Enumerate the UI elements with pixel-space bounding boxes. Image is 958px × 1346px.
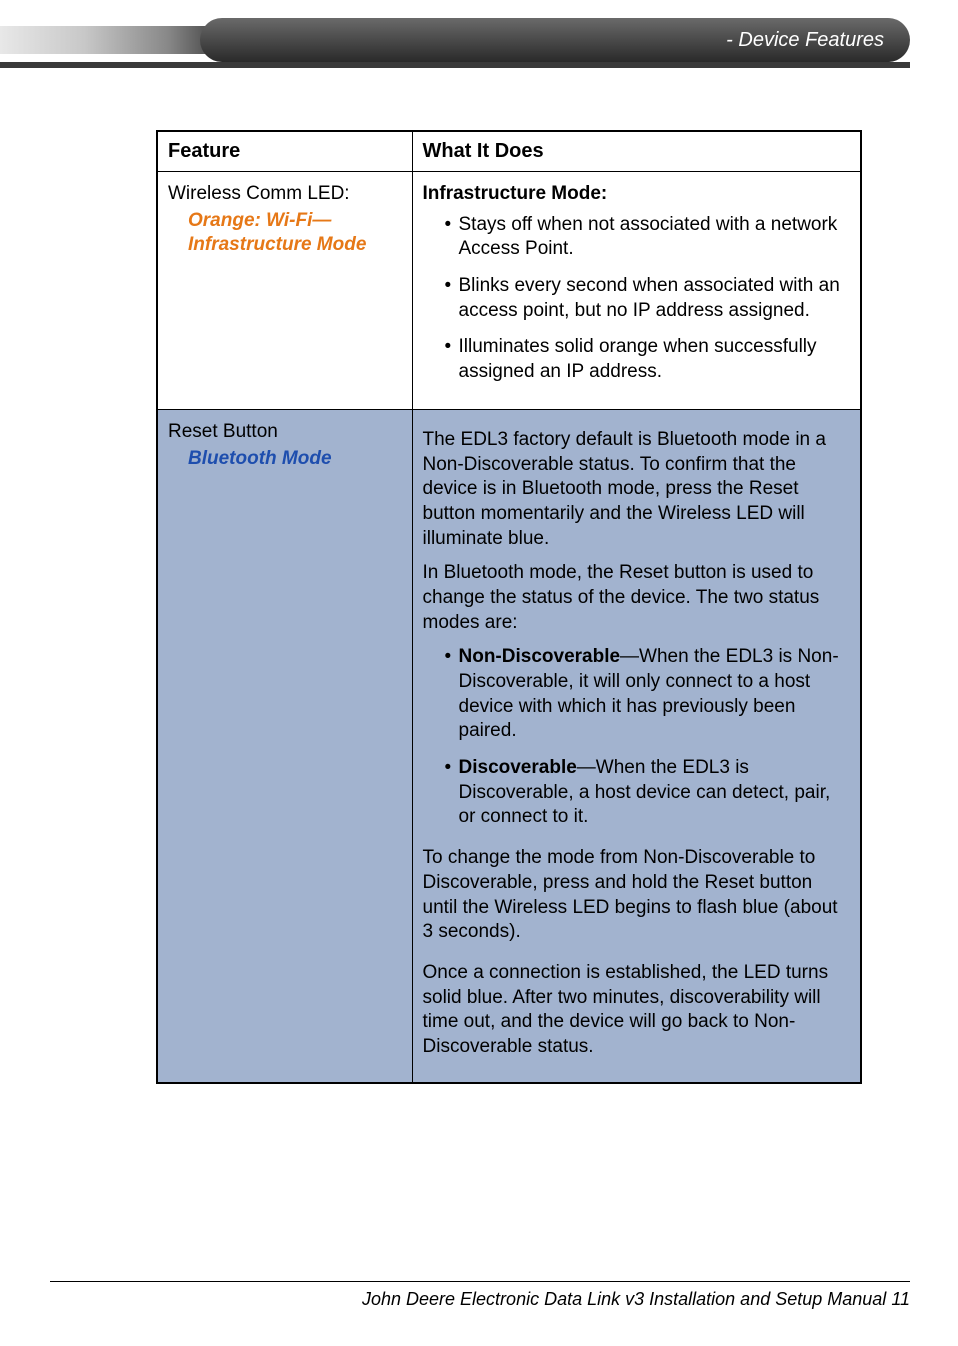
header-gradient-strip xyxy=(0,26,210,54)
feature-main-label: Wireless Comm LED: xyxy=(168,183,350,204)
page-header: - Device Features xyxy=(0,18,958,62)
feature-table: Feature What It Does Wireless Comm LED: … xyxy=(156,130,862,1084)
feature-sub-label: Orange: Wi-Fi—Infrastructure Mode xyxy=(168,209,402,258)
desc-bullet: Stays off when not associated with a net… xyxy=(445,213,851,262)
header-divider xyxy=(0,62,910,68)
desc-bullet: Illuminates solid orange when successful… xyxy=(445,335,851,384)
footer-divider xyxy=(50,1281,910,1282)
footer-doc-title: John Deere Electronic Data Link v3 Insta… xyxy=(362,1289,886,1309)
desc-paragraph: Once a connection is established, the LE… xyxy=(423,961,851,1060)
table-row: Reset Button Bluetooth Mode The EDL3 fac… xyxy=(157,409,861,1082)
header-section-pill: - Device Features xyxy=(200,18,910,62)
footer-page-number: 11 xyxy=(891,1289,910,1309)
desc-paragraph: In Bluetooth mode, the Reset button is u… xyxy=(423,561,851,635)
desc-bullet-list: Stays off when not associated with a net… xyxy=(423,213,851,385)
description-cell: The EDL3 factory default is Bluetooth mo… xyxy=(412,409,861,1082)
feature-sub-label: Bluetooth Mode xyxy=(168,447,402,472)
description-cell: Infrastructure Mode: Stays off when not … xyxy=(412,172,861,410)
table-header-row: Feature What It Does xyxy=(157,131,861,172)
feature-main-label: Reset Button xyxy=(168,421,278,442)
table-row: Wireless Comm LED: Orange: Wi-Fi—Infrast… xyxy=(157,172,861,410)
col-header-desc: What It Does xyxy=(412,131,861,172)
desc-bullet: Blinks every second when associated with… xyxy=(445,274,851,323)
content-area: Feature What It Does Wireless Comm LED: … xyxy=(156,130,862,1084)
feature-cell: Reset Button Bluetooth Mode xyxy=(157,409,412,1082)
desc-paragraph: To change the mode from Non-Discoverable… xyxy=(423,846,851,945)
desc-paragraph: The EDL3 factory default is Bluetooth mo… xyxy=(423,428,851,551)
header-section-title: - Device Features xyxy=(726,29,884,52)
desc-bullet: Discoverable—When the EDL3 is Discoverab… xyxy=(445,756,851,830)
desc-bullet: Non-Discoverable—When the EDL3 is Non-Di… xyxy=(445,645,851,744)
desc-heading: Infrastructure Mode: xyxy=(423,182,851,207)
feature-cell: Wireless Comm LED: Orange: Wi-Fi—Infrast… xyxy=(157,172,412,410)
col-header-feature: Feature xyxy=(157,131,412,172)
page-footer: John Deere Electronic Data Link v3 Insta… xyxy=(362,1289,910,1310)
desc-bullet-list: Non-Discoverable—When the EDL3 is Non-Di… xyxy=(423,645,851,830)
